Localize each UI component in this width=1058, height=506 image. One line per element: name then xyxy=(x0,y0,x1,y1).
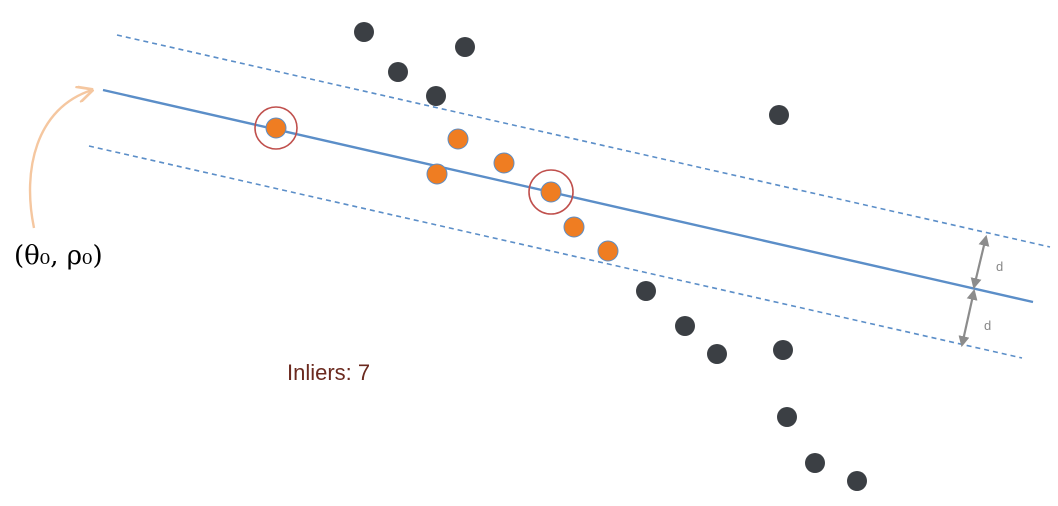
line-parameter-arrow xyxy=(28,90,92,229)
outlier-point xyxy=(426,86,446,106)
sample-highlight-circle xyxy=(254,106,298,150)
outlier-point xyxy=(354,22,374,42)
inlier-point xyxy=(563,216,585,238)
inlier-point xyxy=(426,163,448,185)
sample-highlight-circle xyxy=(528,169,574,215)
outlier-point xyxy=(636,281,656,301)
upper-band-line xyxy=(116,34,1051,248)
outlier-point xyxy=(805,453,825,473)
inlier-point xyxy=(597,240,619,262)
outlier-point xyxy=(773,340,793,360)
distance-label-bottom: d xyxy=(984,318,991,333)
inlier-point xyxy=(265,117,287,139)
outlier-point xyxy=(455,37,475,57)
distance-arrow-top xyxy=(970,234,990,290)
outlier-point xyxy=(707,344,727,364)
distance-arrow-bottom xyxy=(958,288,978,348)
outlier-point xyxy=(847,471,867,491)
fitted-line xyxy=(102,88,1034,304)
outlier-point xyxy=(388,62,408,82)
outlier-points xyxy=(354,22,867,491)
distance-label-top: d xyxy=(996,259,1003,274)
line-parameter-label: (θ₀, ρ₀) xyxy=(14,241,103,271)
outlier-point xyxy=(675,316,695,336)
lower-band-line xyxy=(88,145,1023,359)
inlier-point xyxy=(447,128,469,150)
outlier-point xyxy=(769,105,789,125)
inlier-points xyxy=(265,117,619,262)
inlier-point xyxy=(540,181,562,203)
inliers-count-label: Inliers: 7 xyxy=(287,360,370,385)
inlier-point xyxy=(493,152,515,174)
outlier-point xyxy=(777,407,797,427)
